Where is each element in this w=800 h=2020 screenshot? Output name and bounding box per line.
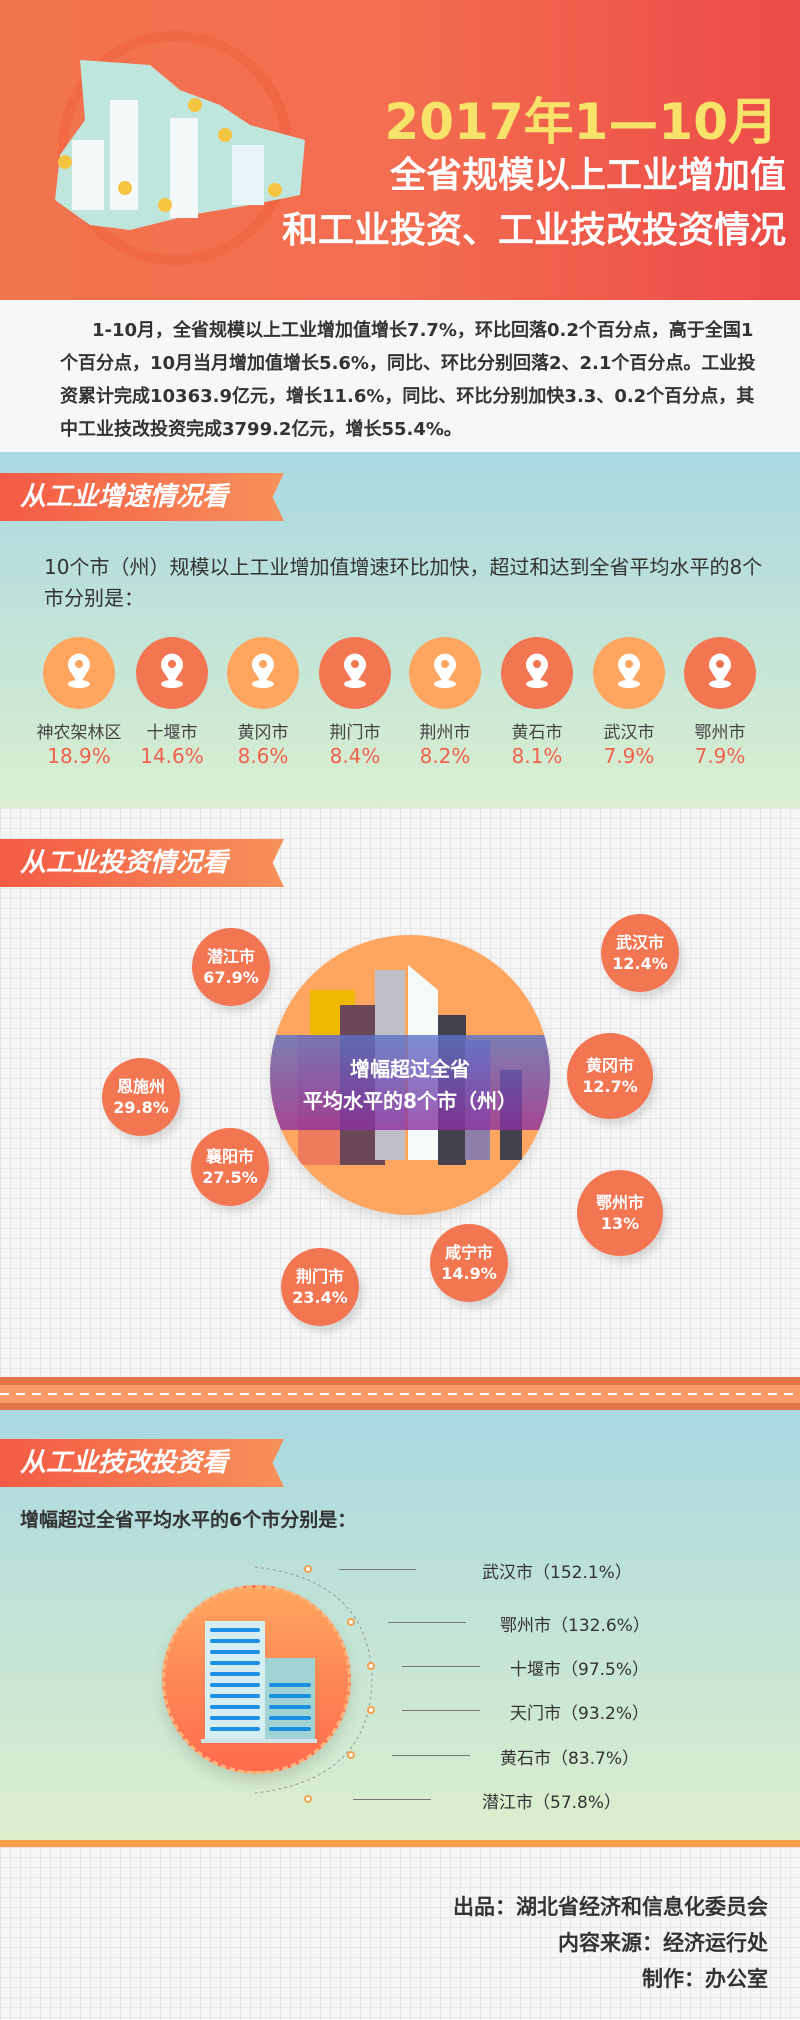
growth-city-value: 14.6%: [140, 744, 204, 768]
leader-line: [392, 1755, 470, 1756]
investment-city-bubble: 潜江市 67.9%: [192, 928, 270, 1006]
growth-city-value: 8.1%: [511, 744, 563, 768]
investment-city-name: 咸宁市: [444, 1243, 493, 1262]
hubei-map-illustration: [55, 31, 305, 265]
investment-city-value: 23.4%: [292, 1288, 348, 1307]
arc-connector: [254, 1566, 373, 1794]
growth-city-name: 荆州市: [419, 723, 471, 743]
growth-city-name: 神农架林区: [36, 723, 122, 743]
footer-producer: 出品：湖北省经济和信息化委员会: [453, 1895, 768, 1919]
title-period: 2017年1—10月: [384, 93, 778, 151]
tech-city-label: 武汉市（152.1%）: [482, 1563, 632, 1583]
investment-city-name: 鄂州市: [595, 1193, 644, 1212]
investment-city-value: 12.7%: [582, 1077, 638, 1096]
title-line-3: 和工业投资、工业技改投资情况: [281, 210, 786, 251]
growth-city-value: 8.4%: [329, 744, 381, 768]
investment-city-bubble: 襄阳市 27.5%: [191, 1128, 269, 1206]
leader-line: [388, 1622, 466, 1623]
intro-text: 1-10月，全省规模以上工业增加值增长7.7%，环比回落0.2个百分点，高于全国…: [60, 320, 756, 440]
investment-city-name: 恩施州: [116, 1077, 165, 1096]
timeline-dot: [304, 1795, 312, 1803]
location-pin-icon: [684, 637, 756, 709]
growth-description: 10个市（州）规模以上工业增加值增速环比加快，超过和达到全省平均水平的8个市分别…: [44, 555, 763, 610]
timeline-dot: [347, 1618, 355, 1626]
section-banner-growth: 从工业增速情况看: [0, 473, 284, 521]
location-pin-icon: [43, 637, 115, 709]
title-line-2: 全省规模以上工业增加值: [389, 155, 786, 196]
office-building-icon: [201, 1621, 317, 1743]
investment-city-value: 27.5%: [202, 1168, 258, 1187]
growth-city-name: 鄂州市: [694, 723, 746, 743]
tech-city-label: 天门市（93.2%）: [510, 1704, 650, 1724]
growth-city-name: 十堰市: [146, 723, 198, 743]
location-pin-icon: [409, 637, 481, 709]
location-pin-icon: [319, 637, 391, 709]
timeline-dot: [367, 1706, 375, 1714]
investment-city-bubble: 恩施州 29.8%: [102, 1058, 180, 1136]
tech-city-label: 潜江市（57.8%）: [482, 1793, 622, 1813]
location-pin-icon: [136, 637, 208, 709]
office-building-circle: [162, 1585, 351, 1774]
orange-divider: [0, 1840, 800, 1847]
road-divider: [0, 1377, 800, 1410]
footer: 出品：湖北省经济和信息化委员会 内容来源：经济运行处 制作：办公室: [0, 1847, 800, 2020]
location-pin-icon: [593, 637, 665, 709]
investment-city-name: 荆门市: [295, 1267, 344, 1286]
investment-city-bubble: 咸宁市 14.9%: [430, 1224, 508, 1302]
footer-source: 内容来源：经济运行处: [558, 1931, 768, 1955]
city-illustration-circle: 增幅超过全省 平均水平的8个市（州）: [270, 935, 550, 1215]
growth-city-name: 黄石市: [511, 723, 563, 743]
growth-city-value: 7.9%: [603, 744, 655, 768]
leader-line: [402, 1710, 480, 1711]
leader-line: [402, 1666, 480, 1667]
location-pin-icon: [501, 637, 573, 709]
investment-city-bubble: 鄂州市 13%: [577, 1170, 663, 1256]
investment-city-value: 67.9%: [203, 968, 259, 987]
header-banner: 2017年1—10月 全省规模以上工业增加值 和工业投资、工业技改投资情况: [0, 0, 800, 300]
section-tech-investment: 从工业技改投资看 增幅超过全省平均水平的6个市分别是： 武汉市（152.1%） …: [0, 1410, 800, 1840]
section-growth: 从工业增速情况看 10个市（州）规模以上工业增加值增速环比加快，超过和达到全省平…: [0, 452, 800, 808]
section-banner-tech: 从工业技改投资看: [0, 1439, 284, 1487]
timeline-dot: [304, 1565, 312, 1573]
section-banner-investment: 从工业投资情况看: [0, 839, 284, 887]
investment-city-value: 12.4%: [612, 954, 668, 973]
intro-summary: 1-10月，全省规模以上工业增加值增长7.7%，环比回落0.2个百分点，高于全国…: [0, 300, 800, 452]
investment-city-value: 14.9%: [441, 1264, 497, 1283]
center-label-line2: 平均水平的8个市（州）: [303, 1089, 517, 1113]
investment-city-name: 黄冈市: [585, 1056, 634, 1075]
tech-city-label: 黄石市（83.7%）: [500, 1749, 640, 1769]
location-pin-icon: [227, 637, 299, 709]
investment-city-bubble: 黄冈市 12.7%: [567, 1033, 653, 1119]
center-label: 增幅超过全省 平均水平的8个市（州）: [270, 1035, 550, 1130]
investment-city-value: 13%: [600, 1214, 640, 1233]
section-investment: 从工业投资情况看 增幅超过全省 平均水平的8个市（州） 潜江市 67.9% 武汉市 1…: [0, 808, 800, 1377]
investment-city-name: 潜江市: [206, 947, 255, 966]
tech-subtitle: 增幅超过全省平均水平的6个市分别是：: [20, 1509, 357, 1531]
growth-city-name: 荆门市: [329, 723, 381, 743]
investment-city-bubble: 武汉市 12.4%: [601, 914, 679, 992]
tech-city-label: 十堰市（97.5%）: [510, 1660, 650, 1680]
investment-city-name: 武汉市: [615, 933, 664, 952]
investment-city-value: 29.8%: [113, 1098, 169, 1117]
timeline-dot: [347, 1751, 355, 1759]
growth-city-value: 8.2%: [419, 744, 471, 768]
investment-city-bubble: 荆门市 23.4%: [281, 1248, 359, 1326]
growth-city-name: 黄冈市: [237, 723, 289, 743]
growth-city-value: 8.6%: [237, 744, 289, 768]
growth-city-value: 7.9%: [694, 744, 746, 768]
timeline-dot: [367, 1662, 375, 1670]
investment-city-name: 襄阳市: [205, 1147, 254, 1166]
leader-line: [353, 1799, 431, 1800]
growth-city-name: 武汉市: [603, 723, 655, 743]
growth-city-value: 18.9%: [47, 744, 111, 768]
leader-line: [339, 1569, 416, 1570]
center-label-line1: 增幅超过全省: [350, 1057, 470, 1081]
footer-made-by: 制作：办公室: [642, 1967, 768, 1991]
tech-city-label: 鄂州市（132.6%）: [500, 1616, 650, 1636]
